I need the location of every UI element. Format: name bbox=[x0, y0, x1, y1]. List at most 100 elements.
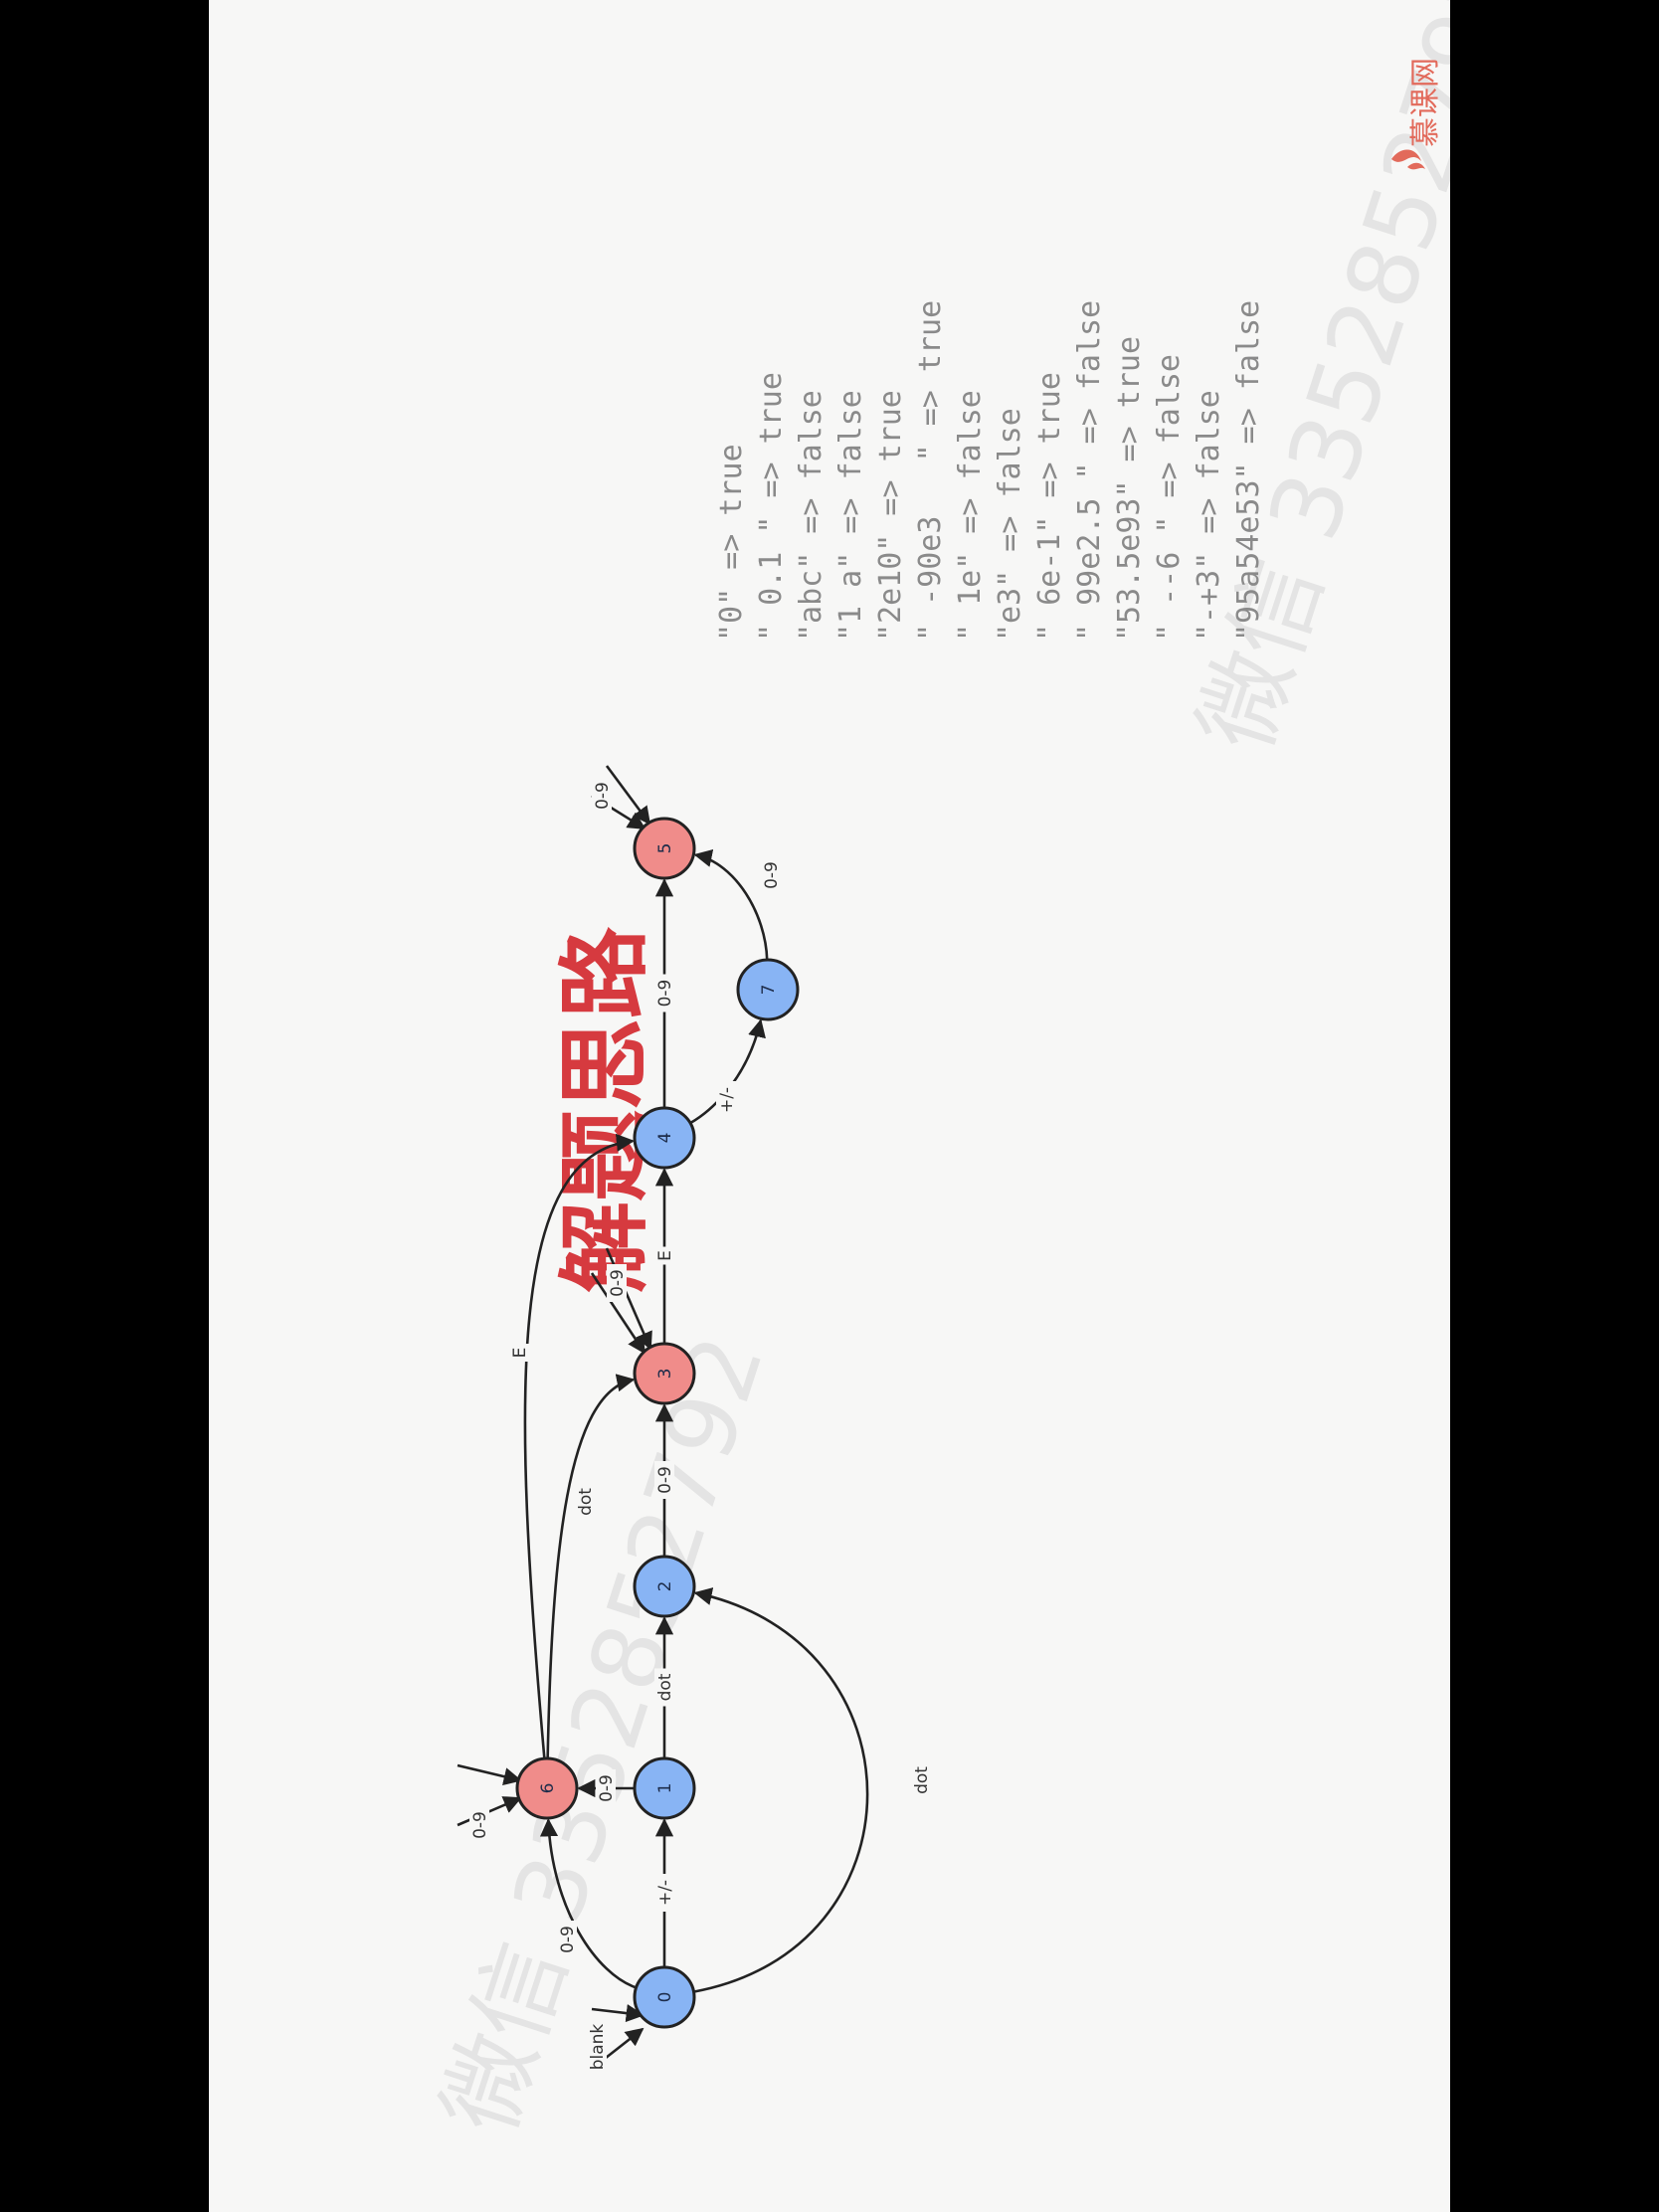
edge-label-bg bbox=[575, 1483, 595, 1521]
edge-label: E bbox=[654, 1246, 675, 1265]
example-line: "2e10" => true bbox=[873, 390, 908, 642]
state-label: 1 bbox=[655, 1783, 675, 1794]
example-line: "abc" => false bbox=[794, 390, 829, 642]
edge-label-bg bbox=[654, 1246, 674, 1265]
edge-label-text: E bbox=[655, 1250, 675, 1261]
edge-6-4 bbox=[523, 1133, 635, 1759]
example-line: "-+3" => false bbox=[1192, 390, 1226, 642]
edge-label: +/- bbox=[654, 1874, 675, 1912]
state-node-1: 1 bbox=[633, 1756, 696, 1820]
edge-label: dot bbox=[575, 1483, 596, 1521]
slide: 微信 3352852792 微信 3352852792 慕课网 解题思路 "0"… bbox=[209, 0, 1450, 2212]
state-label: 6 bbox=[538, 1783, 558, 1794]
edge-label-text: +/- bbox=[717, 1087, 737, 1113]
state-circle bbox=[633, 1106, 696, 1170]
flame-icon bbox=[1391, 149, 1425, 170]
edge-label: 0-9 bbox=[654, 974, 675, 1013]
example-line: "1 a" => false bbox=[833, 390, 868, 642]
edge-label-bg bbox=[557, 1921, 577, 1958]
page-title: 解题思路 bbox=[552, 926, 658, 1293]
edge-7-5 bbox=[693, 848, 769, 961]
edge-label-text: 0-9 bbox=[593, 782, 613, 810]
edge-label: 0-9 bbox=[607, 1264, 628, 1302]
edge-label-text: +/- bbox=[655, 1880, 675, 1906]
example-line: " 99e2.5 " => false bbox=[1072, 300, 1107, 642]
state-diagram: blank +/- 0-9 dot 0-9 dot 0-9 dot E 0-9 0-9 E 0-9 +/-… bbox=[457, 765, 932, 2076]
edge-label-text: dot bbox=[912, 1766, 932, 1794]
edge-self-loop bbox=[591, 2004, 645, 2023]
edge-label: 0-9 bbox=[654, 1461, 675, 1499]
state-node-7: 7 bbox=[736, 958, 800, 1021]
edge-label-bg bbox=[607, 1264, 627, 1302]
edge-label-text: 0-9 bbox=[597, 1774, 617, 1802]
edge-label-bg bbox=[654, 1668, 674, 1707]
state-node-2: 2 bbox=[633, 1555, 696, 1618]
state-circle bbox=[633, 1756, 696, 1820]
examples-list: "0" => true " 0.1 " => true "abc" => false… bbox=[714, 300, 1266, 642]
state-label: 2 bbox=[655, 1581, 675, 1592]
example-line: " --6 " => false bbox=[1152, 354, 1187, 642]
edge-self-loop bbox=[457, 1763, 522, 1786]
edge-label-bg bbox=[761, 856, 781, 894]
example-line: "53.5e93" => true bbox=[1112, 336, 1147, 642]
state-circle bbox=[515, 1756, 579, 1820]
edge-0-6 bbox=[539, 1818, 637, 1989]
state-node-5: 5 bbox=[633, 817, 696, 880]
edge-label: E bbox=[509, 1344, 530, 1362]
example-line: "0" => true bbox=[714, 444, 749, 642]
edge-label-bg bbox=[596, 1769, 616, 1807]
edge-label-text: 0-9 bbox=[470, 1811, 490, 1839]
edge-label-bg bbox=[716, 1081, 736, 1119]
state-circle bbox=[633, 1342, 696, 1405]
edge-label-text: 0-9 bbox=[558, 1926, 578, 1953]
edge-self-loop bbox=[605, 765, 651, 826]
state-node-3: 3 bbox=[633, 1342, 696, 1405]
edge-label-bg bbox=[654, 974, 674, 1013]
svg-text:慕课网: 慕课网 bbox=[1408, 58, 1443, 147]
logo: 慕课网 bbox=[1391, 58, 1443, 170]
state-label: 7 bbox=[759, 985, 779, 996]
state-node-0: 0 bbox=[633, 1965, 696, 2029]
example-line: " -90e3 " => true bbox=[913, 300, 948, 642]
edge-label: dot bbox=[654, 1668, 675, 1707]
edge-label-bg bbox=[654, 1461, 674, 1499]
state-circle bbox=[633, 1555, 696, 1618]
edge-label-bg bbox=[587, 2018, 607, 2076]
edge-label: blank bbox=[587, 2018, 608, 2076]
example-line: "95a54e53" => false bbox=[1231, 300, 1266, 642]
state-circle bbox=[633, 1965, 696, 2029]
edge-label-bg bbox=[469, 1806, 489, 1844]
edge-label: 0-9 bbox=[596, 1769, 617, 1807]
state-label: 5 bbox=[655, 843, 675, 854]
edge-label-bg bbox=[592, 777, 612, 815]
example-line: " 6e-1" => true bbox=[1032, 372, 1067, 642]
edge-label: dot bbox=[911, 1761, 932, 1799]
edge-label-text: dot bbox=[576, 1488, 596, 1516]
state-label: 0 bbox=[655, 1992, 675, 2003]
edge-label-text: E bbox=[510, 1348, 530, 1359]
state-node-6: 6 bbox=[515, 1756, 579, 1820]
edge-label-bg bbox=[509, 1344, 529, 1362]
edge-label: 0-9 bbox=[761, 856, 782, 894]
edge-label-text: blank bbox=[588, 2024, 608, 2071]
edge-label: 0-9 bbox=[557, 1921, 578, 1958]
edge-0-2 bbox=[693, 1587, 869, 1993]
edge-6-3 bbox=[546, 1374, 636, 1759]
edge-label: 0-9 bbox=[469, 1806, 490, 1844]
example-line: "e3" => false bbox=[993, 408, 1027, 642]
slide-canvas: 微信 3352852792 微信 3352852792 慕课网 解题思路 "0"… bbox=[423, 0, 1450, 2145]
edge-label: 0-9 bbox=[592, 777, 613, 815]
state-circle bbox=[736, 958, 800, 1021]
state-circle bbox=[633, 817, 696, 880]
edge-label-text: dot bbox=[655, 1673, 675, 1701]
example-line: " 1e" => false bbox=[953, 390, 988, 642]
state-label: 4 bbox=[655, 1133, 675, 1144]
state-label: 3 bbox=[655, 1369, 675, 1380]
edge-label-text: 0-9 bbox=[608, 1269, 628, 1297]
edge-label-text: 0-9 bbox=[655, 980, 675, 1008]
edge-label-bg bbox=[654, 1874, 674, 1912]
edge-label: +/- bbox=[716, 1081, 737, 1119]
edge-label-text: 0-9 bbox=[762, 861, 782, 889]
edge-label-text: 0-9 bbox=[655, 1466, 675, 1494]
state-node-4: 4 bbox=[633, 1106, 696, 1170]
